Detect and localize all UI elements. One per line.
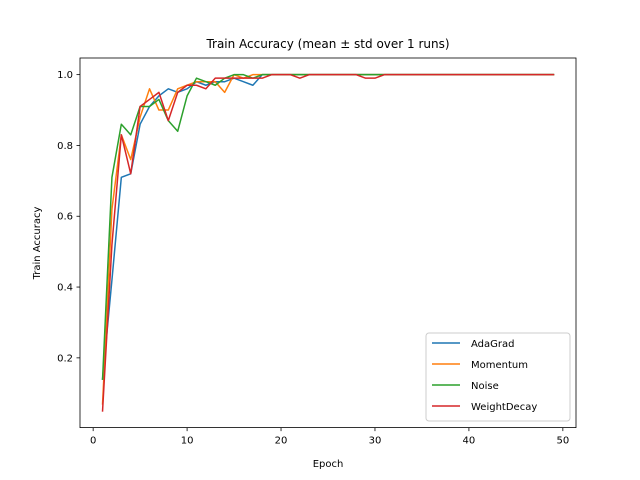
y-axis-ticks: 0.2 0.4 0.6 0.8 1.0: [57, 70, 80, 364]
plot-area-frame: [79, 57, 577, 429]
x-tick-label: 30: [369, 436, 382, 447]
legend-label-momentum: Momentum: [471, 360, 528, 371]
x-tick-label: 10: [181, 436, 194, 447]
chart-title: Train Accuracy (mean ± std over 1 runs): [205, 37, 449, 51]
x-axis-title: Epoch: [313, 459, 344, 470]
series-group: [101, 73, 555, 412]
y-axis-title: Train Accuracy: [32, 207, 43, 281]
legend-label-noise: Noise: [471, 381, 499, 392]
legend-frame: [425, 332, 571, 422]
x-axis-ticks: 0 10 20 30 40 50: [90, 427, 569, 447]
x-tick-label: 50: [556, 436, 569, 447]
legend: AdaGrad Momentum Noise WeightDecay: [425, 332, 571, 422]
x-tick-label: 20: [275, 436, 288, 447]
x-tick-label: 40: [463, 436, 476, 447]
y-tick-label: 0.4: [57, 283, 73, 294]
series-line-weightdecay: [101, 73, 555, 412]
legend-label-adagrad: AdaGrad: [471, 339, 514, 350]
y-tick-label: 0.6: [57, 212, 73, 223]
x-tick-label: 0: [90, 436, 96, 447]
y-tick-label: 0.2: [57, 353, 73, 364]
legend-label-weightdecay: WeightDecay: [471, 402, 537, 413]
y-tick-label: 0.8: [57, 141, 73, 152]
y-tick-label: 1.0: [57, 70, 73, 81]
